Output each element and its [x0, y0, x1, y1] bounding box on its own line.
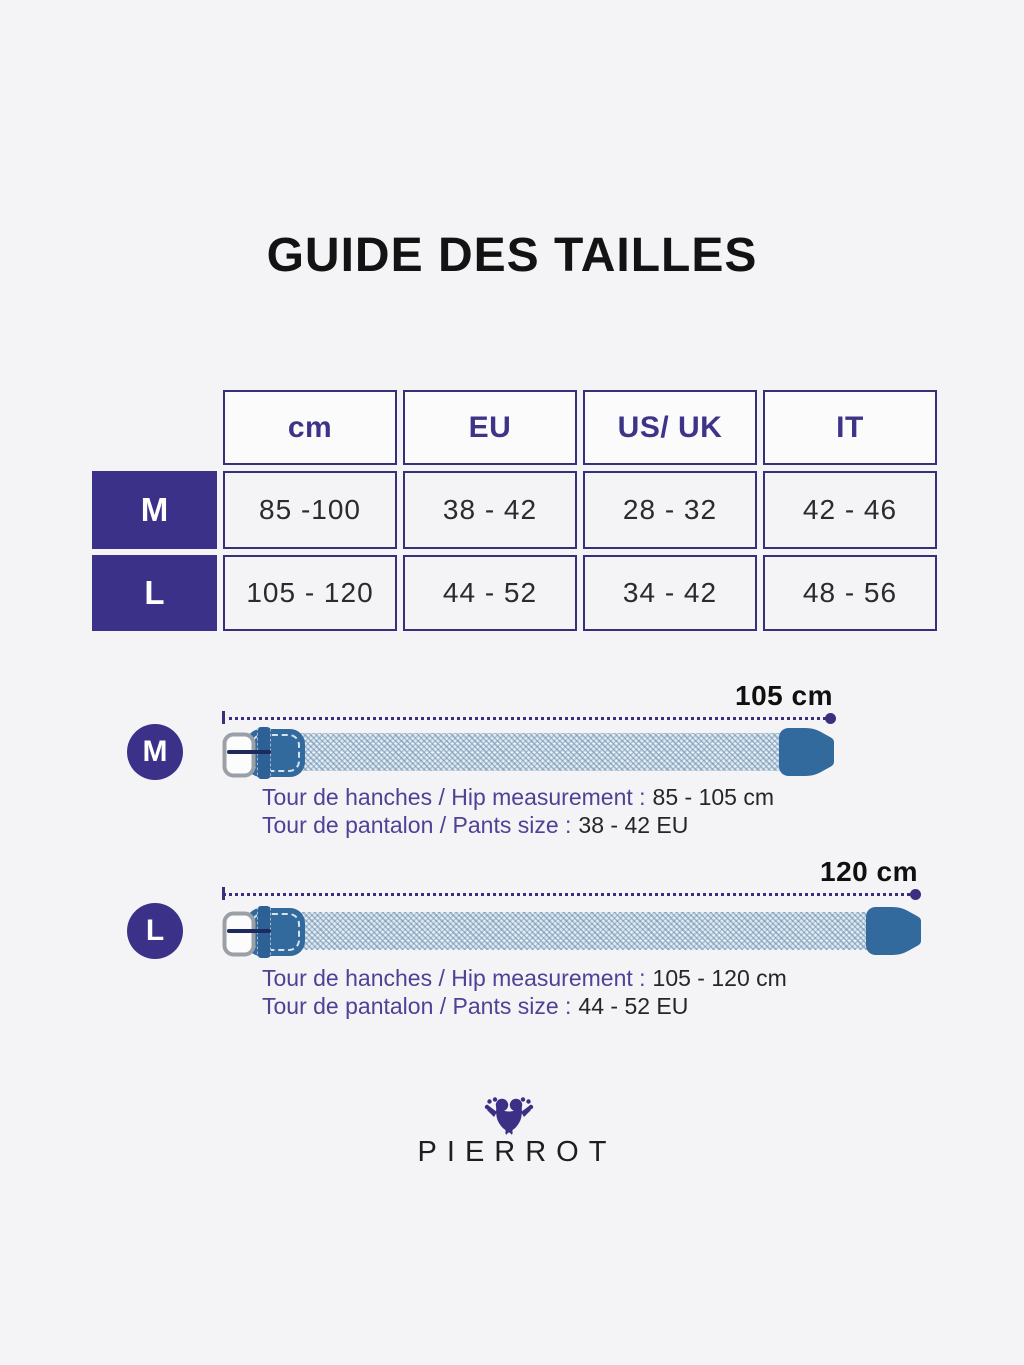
table-cell-m-it: 42 - 46 — [763, 471, 937, 549]
measure-start-tick — [222, 887, 225, 900]
belt-buckle-prong — [227, 750, 271, 754]
hip-measurement-label: Tour de hanches / Hip measurement : — [262, 965, 646, 991]
column-header-eu: EU — [403, 390, 577, 465]
measure-end-dot — [910, 889, 921, 900]
belt-illustration-m — [222, 724, 835, 780]
pants-size-label: Tour de pantalon / Pants size : — [262, 993, 572, 1019]
frog-icon — [484, 1097, 534, 1137]
belt-m-notes: Tour de hanches / Hip measurement :85 - … — [262, 783, 774, 839]
belt-buckle-prong — [227, 929, 271, 933]
column-header-it: IT — [763, 390, 937, 465]
belt-leather-end — [246, 908, 305, 956]
belt-l-measure-line — [222, 886, 921, 900]
table-cell-m-usuk: 28 - 32 — [583, 471, 757, 549]
belt-tip — [779, 728, 834, 776]
belt-tip — [866, 907, 921, 955]
hip-measurement-line: Tour de hanches / Hip measurement :105 -… — [262, 964, 787, 992]
belt-illustration-l — [222, 903, 922, 959]
table-cell-m-eu: 38 - 42 — [403, 471, 577, 549]
belt-buckle-icon — [222, 732, 256, 778]
belt-buckle-icon — [222, 911, 256, 957]
page-title: GUIDE DES TAILLES — [266, 229, 758, 282]
column-header-usuk: US/ UK — [583, 390, 757, 465]
table-cell-l-it: 48 - 56 — [763, 555, 937, 631]
measure-end-dot — [825, 713, 836, 724]
table-cell-l-usuk: 34 - 42 — [583, 555, 757, 631]
belt-m-measure-line — [222, 710, 836, 724]
belt-m-length-label: 105 cm — [735, 680, 833, 711]
belt-l-length-label: 120 cm — [820, 856, 918, 887]
table-cell-l-cm: 105 - 120 — [223, 555, 397, 631]
measure-start-tick — [222, 711, 225, 724]
pants-size-line: Tour de pantalon / Pants size :44 - 52 E… — [262, 992, 787, 1020]
row-label-m: M — [92, 471, 217, 549]
pants-size-line: Tour de pantalon / Pants size :38 - 42 E… — [262, 811, 774, 839]
hip-measurement-value: 105 - 120 cm — [652, 965, 787, 991]
pants-size-label: Tour de pantalon / Pants size : — [262, 812, 572, 838]
column-header-cm: cm — [223, 390, 397, 465]
pants-size-value: 44 - 52 EU — [578, 993, 689, 1019]
table-cell-l-eu: 44 - 52 — [403, 555, 577, 631]
brand-name: PIERROT — [417, 1136, 617, 1168]
hip-measurement-value: 85 - 105 cm — [652, 784, 774, 810]
hip-measurement-line: Tour de hanches / Hip measurement :85 - … — [262, 783, 774, 811]
belt-l-notes: Tour de hanches / Hip measurement :105 -… — [262, 964, 787, 1020]
hip-measurement-label: Tour de hanches / Hip measurement : — [262, 784, 646, 810]
size-table: cm EU US/ UK IT M 85 -100 38 - 42 28 - 3… — [92, 390, 937, 631]
table-corner-spacer — [92, 390, 217, 465]
belt-woven-body — [272, 912, 878, 950]
size-badge-m: M — [127, 724, 183, 780]
row-label-l: L — [92, 555, 217, 631]
belt-woven-body — [272, 733, 791, 771]
size-badge-l: L — [127, 903, 183, 959]
pants-size-value: 38 - 42 EU — [578, 812, 689, 838]
table-cell-m-cm: 85 -100 — [223, 471, 397, 549]
